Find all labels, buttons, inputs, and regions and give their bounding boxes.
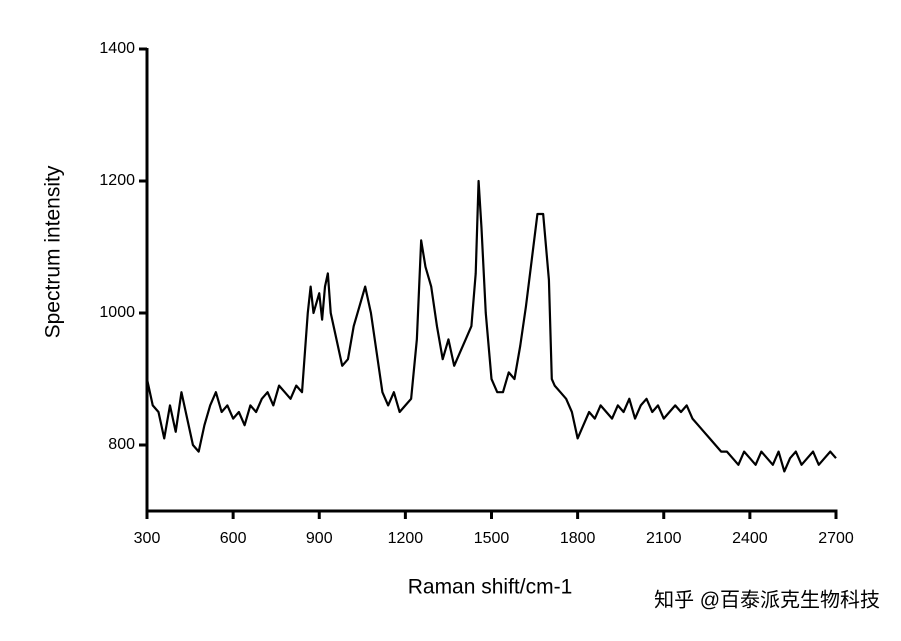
y-tick-label: 1400 — [99, 40, 135, 57]
x-tick-label: 600 — [220, 530, 247, 547]
y-tick-label: 1200 — [99, 172, 135, 189]
x-tick-label: 1500 — [474, 530, 510, 547]
x-tick-label: 1800 — [560, 530, 596, 547]
x-tick-label: 1200 — [388, 530, 424, 547]
x-tick-label: 2700 — [818, 530, 854, 547]
x-axis-label: Raman shift/cm-1 — [408, 576, 573, 599]
x-tick-label: 2400 — [732, 530, 768, 547]
x-tick-label: 900 — [306, 530, 333, 547]
watermark: 知乎 @百泰派克生物科技 — [654, 588, 880, 611]
y-tick-label: 1000 — [99, 304, 135, 321]
x-tick-label: 300 — [134, 530, 161, 547]
y-axis-label: Spectrum intensity — [42, 165, 65, 338]
x-tick-label: 2100 — [646, 530, 682, 547]
y-tick-label: 800 — [108, 436, 135, 453]
spectrum-line — [145, 179, 837, 473]
